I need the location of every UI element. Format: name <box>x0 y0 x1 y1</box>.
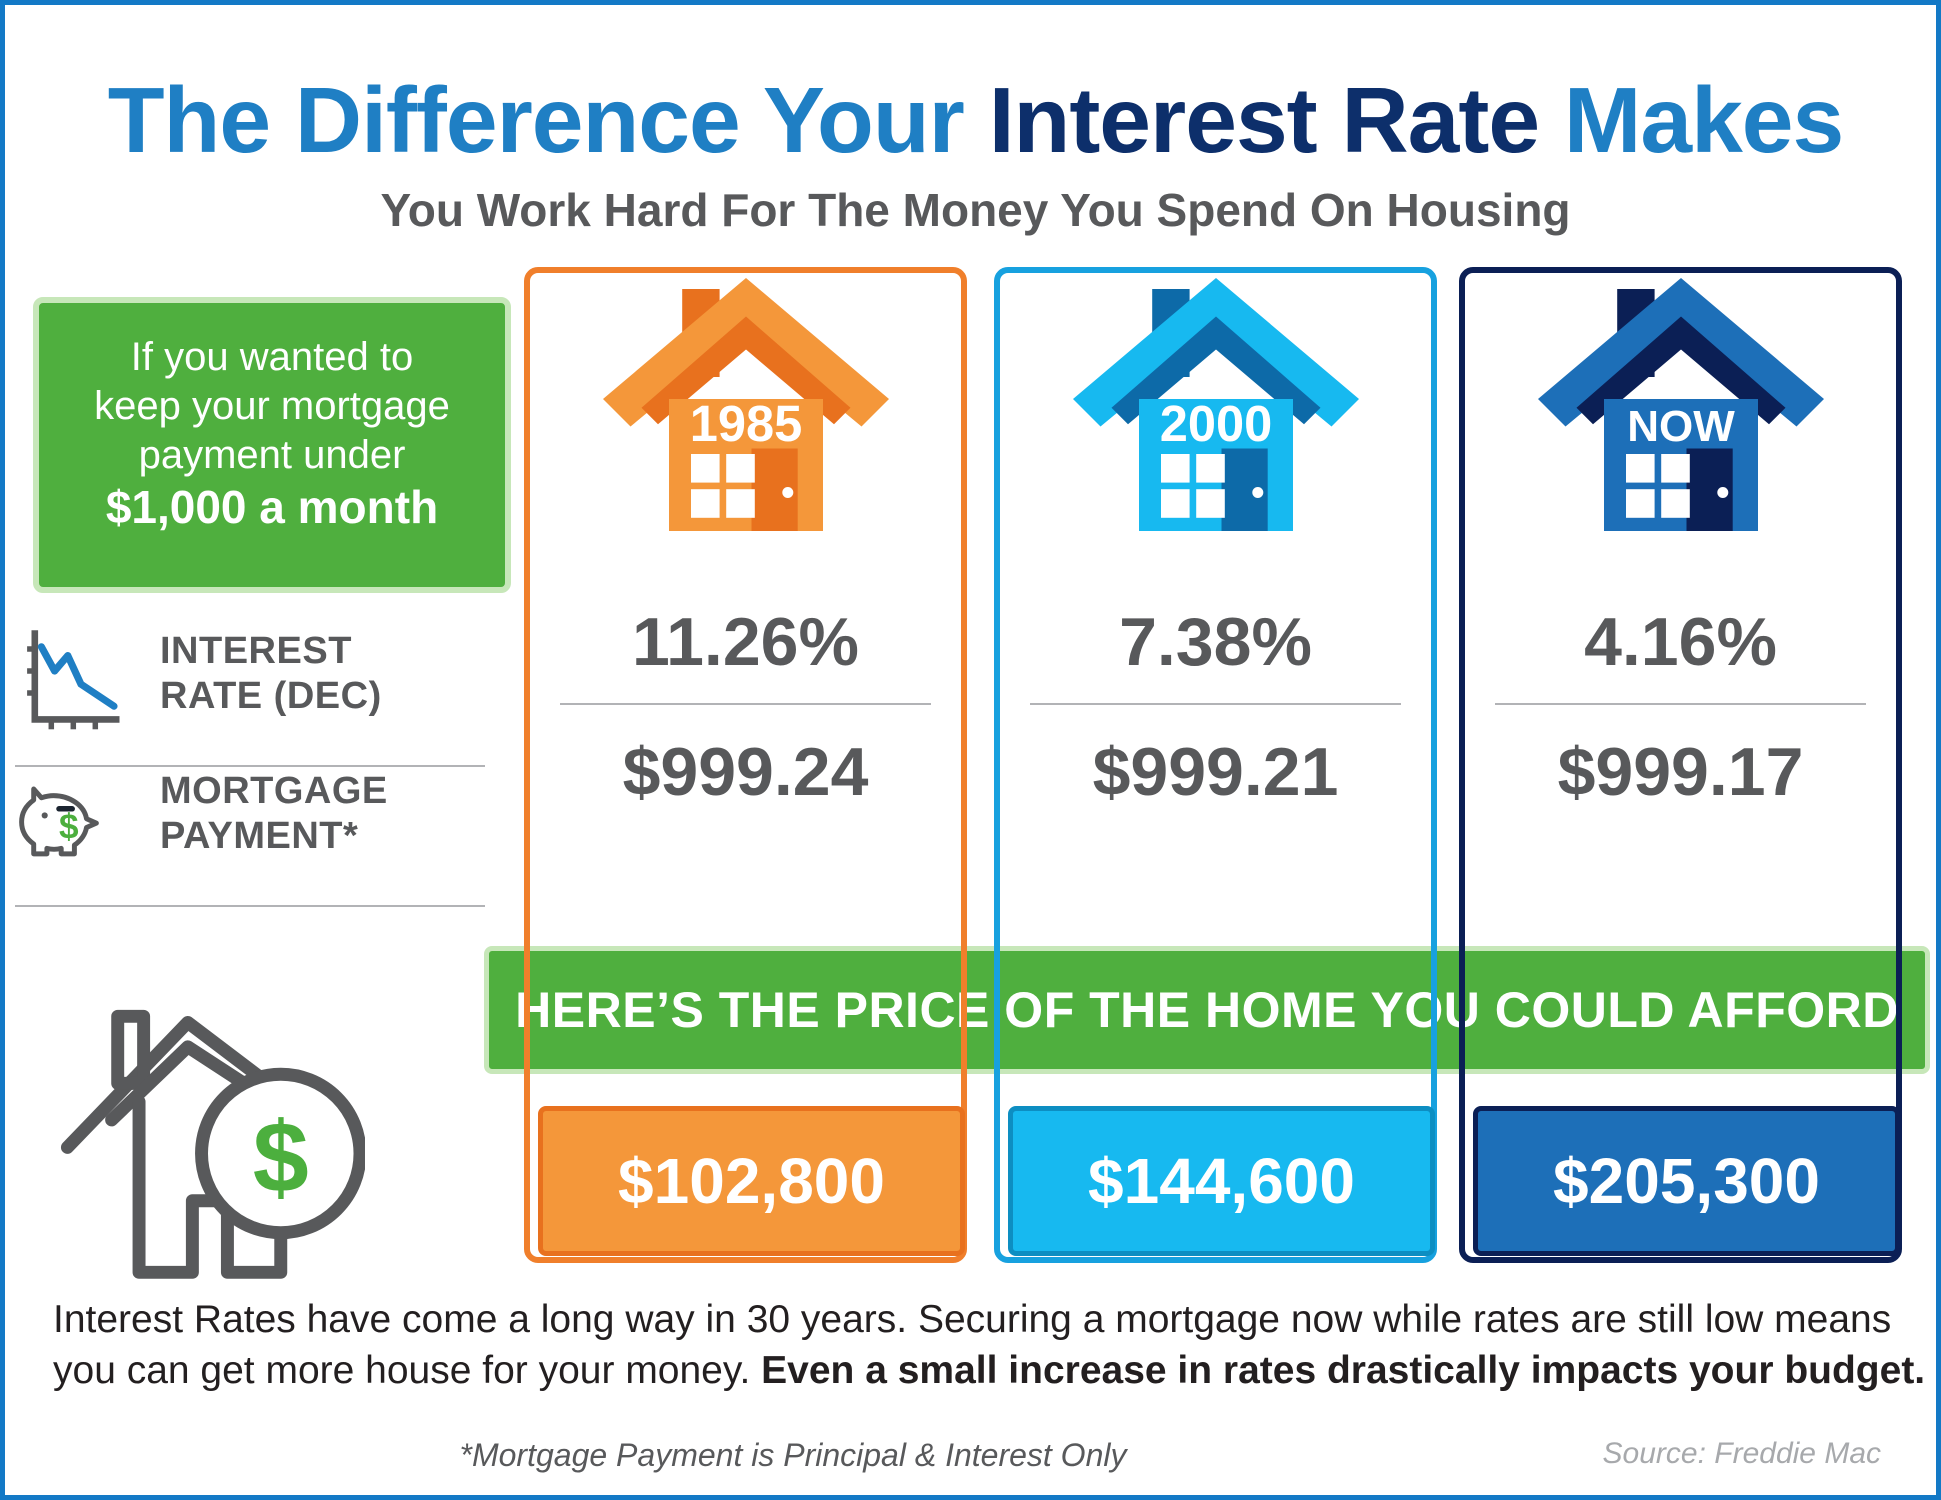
svg-text:$: $ <box>253 1102 309 1214</box>
svg-text:1985: 1985 <box>689 395 802 452</box>
svg-text:NOW: NOW <box>1627 402 1735 451</box>
svg-text:$: $ <box>59 808 79 847</box>
svg-text:2000: 2000 <box>1159 395 1272 452</box>
